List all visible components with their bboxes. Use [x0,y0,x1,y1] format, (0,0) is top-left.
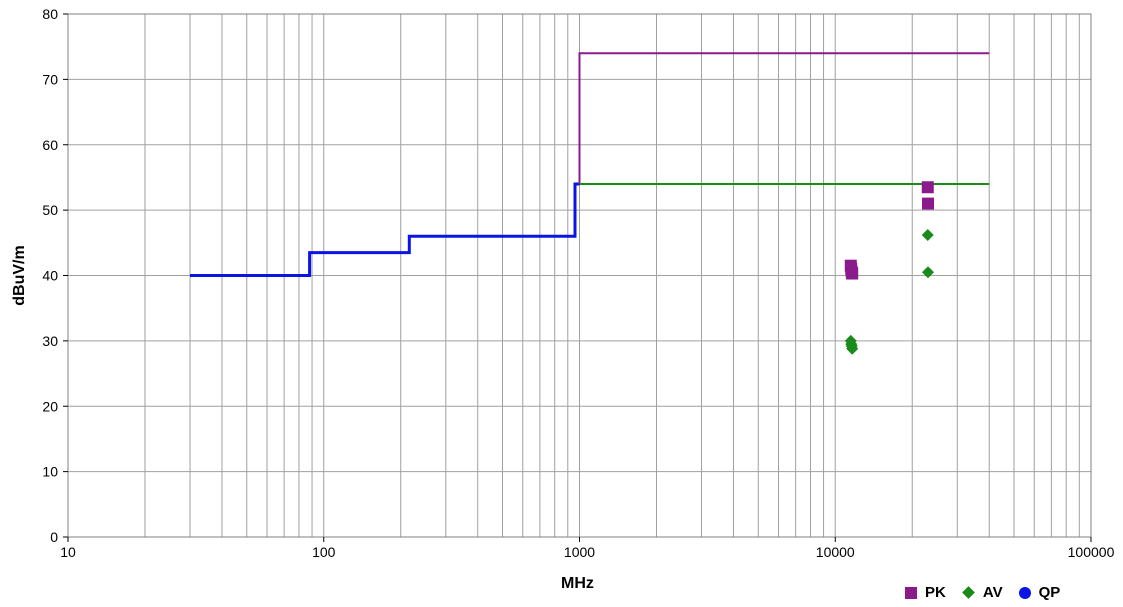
y-tick-label: 80 [42,6,58,22]
square-marker-icon [905,586,917,599]
data-points [844,181,935,355]
x-tick-label: 10000 [816,544,855,560]
legend-label-qp: QP [1038,584,1061,601]
y-tick-label: 0 [50,529,58,545]
circle-marker-icon [1018,586,1031,599]
x-tick-label: 100 [312,544,336,560]
limit-line [578,52,990,184]
legend-item-qp: QP [1018,584,1061,601]
av-point [922,266,935,279]
diamond-marker-icon [961,586,975,599]
x-tick-label: 1000 [564,544,595,560]
av-point [921,228,934,241]
x-axis-title: MHz [561,575,594,592]
pk-point [846,267,859,280]
y-tick-label: 70 [42,71,58,87]
y-axis-title: dBuV/m [11,245,28,305]
legend-item-av: AV [961,584,1003,601]
y-tick-label: 20 [42,398,58,414]
y-tick-label: 30 [42,333,58,349]
y-tick-label: 40 [42,268,58,284]
legend-item-pk: PK [905,584,946,601]
limit-lines [190,52,990,277]
limit-line [190,182,580,277]
legend-label-av: AV [982,584,1003,601]
legend: PK AV QP [905,584,1060,601]
av-point [846,342,859,355]
pk-point [921,181,934,194]
pk-point [922,197,935,210]
y-tick-label: 60 [42,137,58,153]
y-tick-label: 10 [42,464,58,480]
legend-label-pk: PK [925,584,946,601]
y-tick-label: 50 [42,202,58,218]
x-tick-label: 10 [60,544,76,560]
x-tick-label: 100000 [1068,544,1115,560]
